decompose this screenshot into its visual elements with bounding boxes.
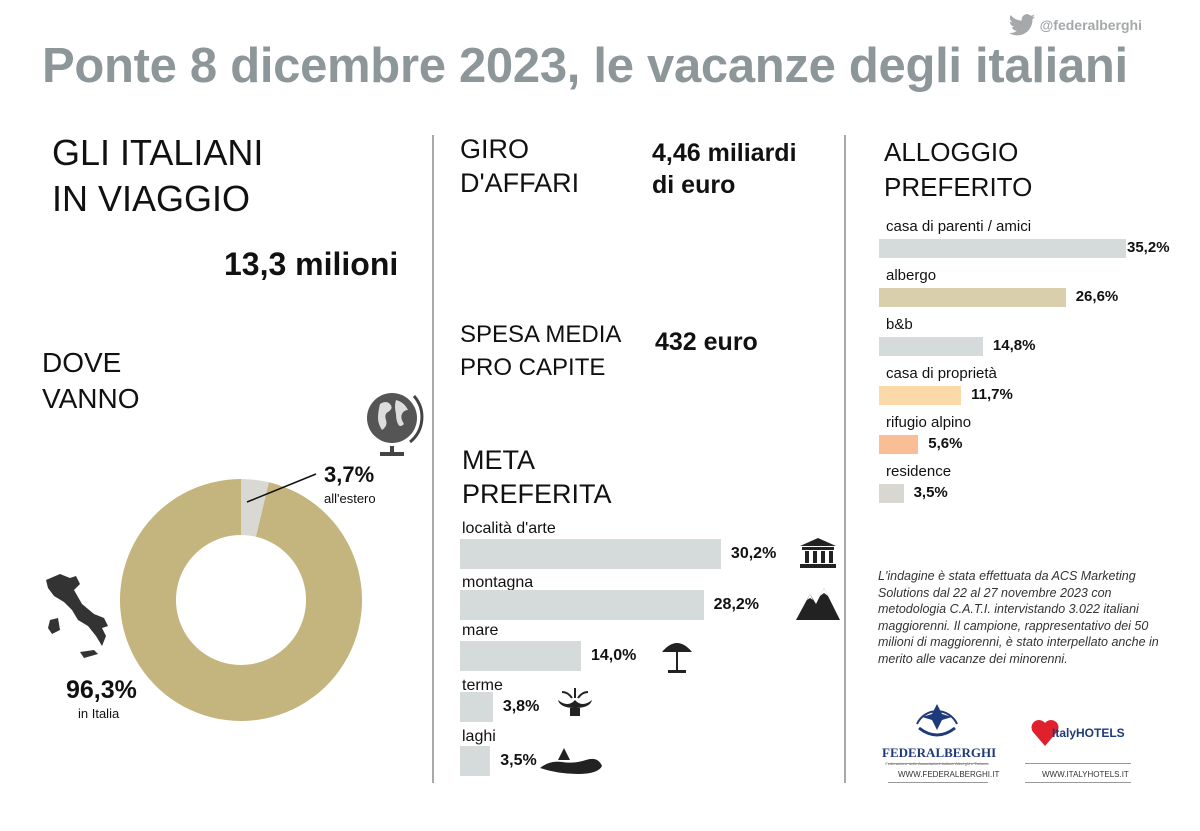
- twitter-icon: [1008, 14, 1035, 36]
- travel-heading: GLI ITALIANI IN VIAGGIO: [52, 132, 264, 219]
- abroad-label: all'estero: [324, 491, 376, 506]
- destination-heading: META PREFERITA: [462, 445, 612, 509]
- bar: [460, 590, 704, 620]
- abroad-leader-line: [246, 473, 317, 503]
- bar-value: 30,2%: [730, 545, 777, 562]
- bar: [879, 386, 962, 405]
- divider: [1025, 782, 1131, 783]
- federalberghi-emblem-icon: [916, 704, 958, 737]
- bar-label: laghi: [462, 728, 496, 745]
- donut-chart: [120, 473, 363, 721]
- divider: [1025, 763, 1131, 764]
- divider: [432, 135, 434, 783]
- bar: [879, 337, 983, 356]
- turnover-label: GIRO D'AFFARI: [460, 134, 580, 198]
- museum-icon: [800, 538, 836, 568]
- bar: [879, 484, 904, 503]
- bar-value: 35,2%: [1127, 239, 1170, 256]
- spending-value: 432 euro: [655, 328, 758, 356]
- bar-value: 3,5%: [913, 484, 948, 501]
- lake-icon: [540, 748, 602, 774]
- page-title: Ponte 8 dicembre 2023, le vacanze degli …: [42, 39, 1128, 93]
- beach-umbrella-icon: [662, 643, 692, 673]
- where-heading: DOVE VANNO: [42, 347, 140, 414]
- divider: [844, 135, 846, 783]
- mountain-icon: [796, 588, 840, 620]
- divider: [888, 763, 988, 764]
- bar-label: albergo: [886, 267, 937, 284]
- bar-label: terme: [462, 677, 503, 694]
- donut-slice-italy: [120, 479, 363, 721]
- bar-label: montagna: [462, 574, 534, 591]
- spa-fountain-icon: [558, 688, 592, 716]
- abroad-value: 3,7%: [324, 462, 375, 487]
- italy-map-icon: [46, 574, 108, 658]
- divider: [888, 782, 988, 783]
- bar-value: 5,6%: [928, 435, 963, 452]
- turnover-value: 4,46 miliardi di euro: [652, 139, 797, 199]
- bar-label: rifugio alpino: [886, 414, 972, 431]
- bar: [879, 435, 919, 454]
- globe-icon: [367, 393, 424, 456]
- bar: [460, 641, 581, 671]
- bar: [460, 746, 491, 776]
- bar: [460, 692, 493, 722]
- italyhotels-url[interactable]: WWW.ITALYHOTELS.IT: [1042, 770, 1129, 779]
- bar-label: mare: [462, 622, 499, 639]
- federalberghi-url[interactable]: WWW.FEDERALBERGHI.IT: [898, 770, 1000, 779]
- bar-value: 3,8%: [502, 698, 540, 715]
- travel-total: 13,3 milioni: [224, 246, 399, 282]
- bar-label: località d'arte: [462, 520, 556, 537]
- bar-label: residence: [886, 463, 952, 480]
- italyhotels-logo: ItalyHOTELS: [1030, 718, 1125, 748]
- italy-label: in Italia: [78, 706, 120, 721]
- heart-icon: [1031, 720, 1059, 746]
- twitter-handle: @federalberghi: [1007, 14, 1142, 36]
- bar-label: b&b: [886, 316, 913, 333]
- italy-value: 96,3%: [66, 676, 137, 704]
- bar-label: casa di proprietà: [886, 365, 997, 382]
- bar-value: 26,6%: [1075, 288, 1119, 305]
- bar-value: 14,0%: [590, 647, 637, 664]
- accommodation-heading: ALLOGGIO PREFERITO: [884, 137, 1033, 202]
- survey-note: L'indagine è stata effettuata da ACS Mar…: [878, 569, 1159, 666]
- bar: [460, 539, 721, 569]
- bar: [879, 239, 1127, 258]
- bar: [879, 288, 1066, 307]
- bar-label: casa di parenti / amici: [886, 218, 1032, 235]
- bar-value: 28,2%: [713, 596, 760, 613]
- bar-value: 11,7%: [971, 386, 1013, 403]
- donut-slice-abroad: [241, 479, 269, 537]
- bar-value: 3,5%: [500, 752, 537, 769]
- federalberghi-logo: FEDERALBERGHI Federazione delle Associaz…: [882, 694, 996, 766]
- bar-value: 14,8%: [992, 337, 1036, 354]
- spending-label: SPESA MEDIA PRO CAPITE: [460, 321, 622, 381]
